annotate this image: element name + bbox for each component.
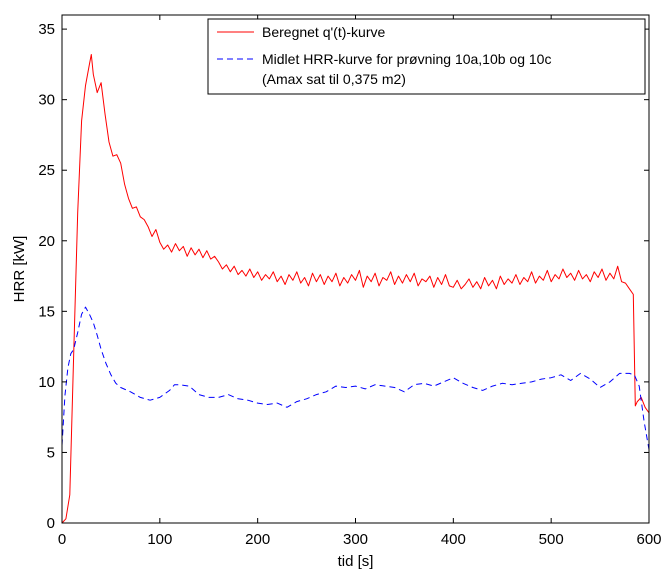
plot-lines bbox=[61, 54, 650, 524]
series-line-beregnet bbox=[61, 54, 650, 524]
x-tick-label: 400 bbox=[441, 531, 466, 548]
y-tick-label: 10 bbox=[38, 374, 55, 391]
y-tick-label: 20 bbox=[38, 233, 55, 250]
y-tick-label: 15 bbox=[38, 303, 55, 320]
legend-label-midlet: Midlet HRR-kurve for prøvning 10a,10b og… bbox=[262, 51, 551, 67]
series-line-midlet bbox=[61, 306, 650, 450]
y-axis-label: HRR [kW] bbox=[11, 236, 28, 303]
legend-label-amax-note: (Amax sat til 0,375 m2) bbox=[262, 71, 406, 87]
y-tick-label: 25 bbox=[38, 162, 55, 179]
x-axis-label: tid [s] bbox=[338, 553, 374, 570]
legend-label-beregnet: Beregnet q'(t)-kurve bbox=[262, 24, 385, 40]
legend: Beregnet q'(t)-kurve Midlet HRR-kurve fo… bbox=[207, 18, 646, 95]
x-tick-label: 100 bbox=[147, 531, 172, 548]
y-tick-label: 0 bbox=[47, 515, 55, 532]
y-tick-label: 5 bbox=[47, 444, 55, 461]
x-tick-label: 0 bbox=[58, 531, 66, 548]
y-axis: 0 5 10 15 20 25 30 35 bbox=[38, 21, 649, 532]
x-tick-label: 300 bbox=[343, 531, 368, 548]
x-tick-label: 600 bbox=[636, 531, 661, 548]
x-tick-label: 500 bbox=[539, 531, 564, 548]
y-tick-label: 35 bbox=[38, 21, 55, 38]
x-tick-label: 200 bbox=[245, 531, 270, 548]
x-axis: 0 100 200 300 400 500 600 bbox=[58, 15, 662, 548]
legend-box bbox=[207, 18, 646, 95]
y-tick-label: 30 bbox=[38, 92, 55, 109]
